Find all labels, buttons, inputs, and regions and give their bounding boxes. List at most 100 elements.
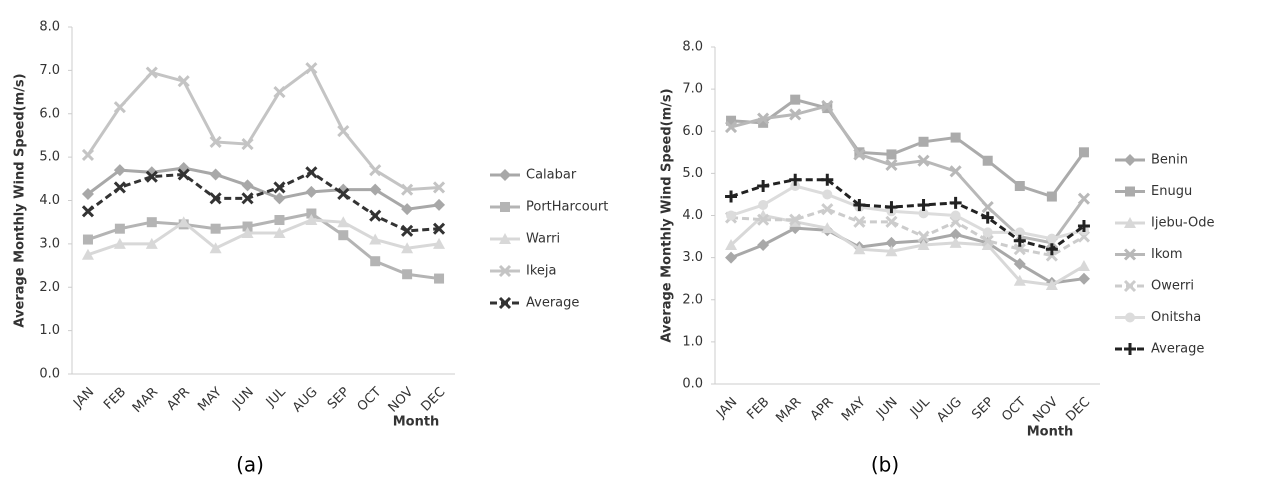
marker bbox=[369, 164, 382, 177]
legend-marker bbox=[1125, 312, 1135, 323]
series-line bbox=[730, 98, 1086, 199]
marker bbox=[210, 223, 221, 234]
marker bbox=[885, 201, 898, 214]
series-line bbox=[730, 226, 1085, 285]
marker bbox=[146, 217, 157, 228]
y-tick-label: 7.0 bbox=[682, 82, 703, 97]
series-line bbox=[87, 218, 440, 257]
marker bbox=[432, 222, 446, 235]
marker bbox=[273, 86, 286, 99]
marker bbox=[950, 132, 961, 143]
x-tick-label: FEB bbox=[744, 395, 772, 423]
legend-marker bbox=[1123, 248, 1137, 261]
marker bbox=[145, 237, 158, 249]
x-tick-label: JAN bbox=[70, 385, 97, 412]
marker bbox=[114, 223, 125, 234]
x-tick-label: DEC bbox=[418, 385, 448, 415]
marker bbox=[177, 216, 190, 228]
legend-label: PortHarcourt bbox=[526, 200, 608, 215]
marker bbox=[241, 179, 254, 192]
marker bbox=[402, 269, 413, 280]
marker bbox=[1045, 249, 1058, 262]
marker bbox=[113, 237, 126, 249]
legend-label: Ikeja bbox=[526, 264, 556, 279]
marker bbox=[917, 238, 930, 250]
x-axis-label: Month bbox=[1027, 425, 1074, 440]
marker bbox=[821, 99, 834, 113]
marker bbox=[1013, 274, 1026, 286]
caption: (b) bbox=[871, 453, 899, 477]
marker bbox=[949, 236, 962, 248]
marker bbox=[369, 183, 382, 196]
y-tick-label: 0.0 bbox=[682, 377, 703, 392]
x-tick-label: NOV bbox=[386, 385, 417, 416]
marker bbox=[821, 222, 834, 234]
series-line bbox=[730, 207, 1085, 258]
marker bbox=[113, 164, 126, 177]
y-tick-label: 5.0 bbox=[39, 150, 60, 165]
marker bbox=[1077, 272, 1090, 285]
marker bbox=[401, 203, 414, 216]
legend-marker bbox=[1124, 217, 1136, 228]
legend-label: Ijebu-Ode bbox=[1151, 216, 1214, 231]
marker bbox=[306, 208, 317, 219]
x-tick-label: OCT bbox=[355, 385, 385, 415]
marker bbox=[790, 181, 801, 192]
marker bbox=[1078, 147, 1089, 158]
y-tick-label: 8.0 bbox=[39, 20, 60, 35]
legend-label: Calabar bbox=[526, 168, 577, 183]
x-tick-label: MAY bbox=[195, 385, 225, 415]
x-tick-label: JUN bbox=[873, 395, 901, 423]
marker bbox=[789, 173, 802, 186]
marker bbox=[81, 148, 95, 162]
marker bbox=[81, 205, 95, 218]
marker bbox=[432, 181, 446, 194]
marker bbox=[918, 208, 929, 219]
marker bbox=[758, 199, 769, 210]
marker bbox=[1046, 191, 1057, 202]
marker bbox=[982, 155, 993, 166]
marker bbox=[726, 115, 737, 126]
y-tick-label: 3.0 bbox=[682, 250, 703, 265]
legend-marker bbox=[1125, 186, 1135, 197]
marker bbox=[757, 238, 770, 251]
marker bbox=[981, 201, 994, 214]
legend-label: Benin bbox=[1151, 153, 1188, 168]
marker bbox=[982, 227, 993, 238]
series-line bbox=[730, 184, 1085, 241]
marker bbox=[82, 234, 93, 245]
marker bbox=[1014, 181, 1025, 192]
marker bbox=[145, 170, 158, 183]
marker bbox=[1014, 227, 1025, 238]
marker bbox=[949, 165, 962, 178]
y-tick-label: 8.0 bbox=[682, 40, 703, 55]
marker bbox=[885, 158, 898, 172]
marker bbox=[757, 112, 770, 125]
x-tick-label: AUG bbox=[290, 385, 321, 416]
marker bbox=[821, 173, 834, 186]
x-tick-label: MAR bbox=[130, 385, 161, 416]
y-tick-label: 4.0 bbox=[682, 208, 703, 223]
marker bbox=[1046, 233, 1057, 244]
x-tick-label: APR bbox=[808, 395, 837, 424]
y-tick-label: 7.0 bbox=[39, 63, 60, 78]
marker bbox=[950, 210, 961, 221]
x-tick-label: FEB bbox=[101, 385, 129, 413]
marker bbox=[209, 135, 222, 149]
marker bbox=[725, 190, 738, 203]
marker bbox=[822, 189, 833, 200]
marker bbox=[758, 117, 769, 128]
y-tick-label: 6.0 bbox=[39, 106, 60, 121]
marker bbox=[177, 75, 190, 88]
legend-label: Onitsha bbox=[1151, 310, 1201, 325]
marker bbox=[81, 187, 94, 200]
marker bbox=[853, 243, 866, 255]
marker bbox=[757, 180, 770, 193]
marker bbox=[241, 192, 254, 205]
marker bbox=[433, 237, 446, 249]
marker bbox=[1013, 257, 1026, 270]
marker bbox=[337, 187, 350, 201]
marker bbox=[370, 256, 381, 267]
